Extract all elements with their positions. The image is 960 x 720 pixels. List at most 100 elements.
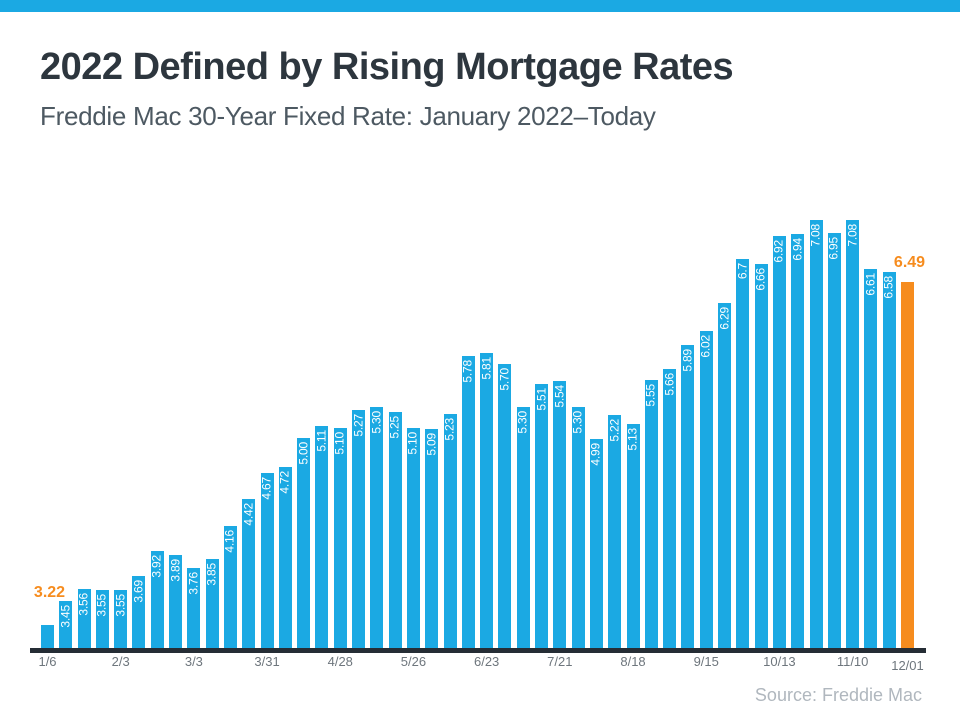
bar-current-week bbox=[901, 282, 914, 648]
bar: 5.23 bbox=[442, 414, 457, 648]
bar-value-label: 5.00 bbox=[296, 442, 311, 465]
bar: 3.56 bbox=[76, 589, 91, 648]
bar-value-label: 5.22 bbox=[607, 419, 622, 442]
top-accent-bar bbox=[0, 0, 960, 12]
bar: 5.11 bbox=[314, 426, 329, 648]
bar-value-label: 3.55 bbox=[94, 594, 109, 617]
source-credit: Source: Freddie Mac bbox=[754, 685, 922, 705]
bar: 5.55 bbox=[643, 380, 658, 648]
bar-value-label: 3.45 bbox=[58, 605, 73, 628]
bar: 4.16 bbox=[222, 526, 237, 648]
bar: 4.42 bbox=[241, 499, 256, 648]
bar: 5.27 bbox=[351, 410, 366, 648]
bar-value-label: 4.16 bbox=[222, 530, 237, 553]
x-axis-tick-label: 10/13 bbox=[763, 654, 796, 669]
bar-value-label: 6.66 bbox=[753, 268, 768, 291]
bar-value-label: 3.89 bbox=[168, 559, 183, 582]
bar: 6.95 bbox=[826, 233, 841, 648]
bar: 5.30 bbox=[515, 407, 530, 648]
bar-value-label: 5.51 bbox=[534, 388, 549, 411]
bar-value-label: 5.25 bbox=[387, 416, 402, 439]
bar: 3.55 bbox=[94, 590, 109, 648]
x-axis-tick-label: 3/31 bbox=[254, 654, 280, 669]
bar: 5.30 bbox=[571, 407, 585, 648]
bar-value-label: 5.10 bbox=[405, 432, 420, 455]
x-axis-tick-label: 8/18 bbox=[620, 654, 646, 669]
bar: 6.94 bbox=[790, 234, 805, 648]
bar: 5.00 bbox=[296, 438, 311, 648]
bar-value-label: 3.85 bbox=[204, 563, 219, 586]
bar-value-label: 6.02 bbox=[698, 335, 713, 358]
bar-value-label: 5.11 bbox=[314, 430, 329, 452]
bar-value-label: 5.81 bbox=[479, 357, 494, 380]
x-axis-tick-label: 1/6 bbox=[38, 654, 57, 669]
x-axis-tick-label: 11/10 bbox=[836, 654, 869, 669]
bar-value-label: 5.55 bbox=[643, 384, 658, 407]
bar: 5.54 bbox=[552, 381, 567, 648]
bar: 6.61 bbox=[863, 269, 878, 648]
bar-value-label: 5.89 bbox=[680, 349, 695, 372]
bar: 3.55 bbox=[113, 590, 128, 648]
bar-value-label: 4.99 bbox=[588, 443, 603, 466]
bar-value-label: 5.66 bbox=[662, 373, 677, 396]
x-axis-tick-label: 6/23 bbox=[473, 654, 500, 669]
bar: 3.92 bbox=[149, 551, 164, 648]
bar-value-label: 5.54 bbox=[552, 385, 567, 408]
x-axis-tick-label: 4/28 bbox=[327, 654, 353, 669]
bar-value-label: 6.29 bbox=[717, 307, 732, 330]
bar: 4.67 bbox=[260, 473, 274, 648]
x-axis-tick-label: 7/21 bbox=[547, 654, 573, 669]
bar-value-label: 3.56 bbox=[76, 593, 91, 616]
bar-value-label: 5.23 bbox=[442, 418, 457, 441]
bar-value-label: 6.94 bbox=[790, 238, 805, 261]
bar: 3.45 bbox=[58, 601, 73, 648]
x-axis-line bbox=[30, 648, 926, 653]
bar-value-label: 5.30 bbox=[515, 411, 530, 434]
chart-subtitle: Freddie Mac 30-Year Fixed Rate: January … bbox=[40, 101, 656, 131]
bar-value-label: 7.08 bbox=[808, 224, 823, 247]
bar: 3.76 bbox=[186, 568, 201, 648]
bar-value-label: 3.69 bbox=[131, 580, 146, 603]
bar bbox=[41, 625, 54, 648]
bar: 5.10 bbox=[332, 428, 347, 648]
bar-value-label: 5.78 bbox=[460, 360, 475, 383]
bar-value-label: 5.27 bbox=[351, 414, 366, 437]
bar-value-label: 5.09 bbox=[424, 433, 439, 456]
bar-value-label: 6.95 bbox=[826, 237, 841, 260]
bar: 5.10 bbox=[405, 428, 420, 648]
bar: 5.22 bbox=[607, 415, 622, 648]
first-rate-callout: 3.22 bbox=[33, 584, 66, 601]
bar: 4.99 bbox=[588, 439, 603, 648]
chart-title: 2022 Defined by Rising Mortgage Rates bbox=[40, 46, 734, 88]
bar: 5.66 bbox=[662, 369, 677, 648]
bar: 3.69 bbox=[131, 576, 146, 648]
bar: 5.51 bbox=[534, 384, 549, 648]
bar-value-label: 6.92 bbox=[771, 240, 786, 263]
bar: 6.29 bbox=[717, 303, 732, 648]
bar: 6.7 bbox=[735, 259, 750, 648]
x-axis-tick-label: 9/15 bbox=[693, 654, 719, 669]
bar-value-label: 3.92 bbox=[149, 555, 164, 578]
last-rate-callout: 6.49 bbox=[893, 254, 926, 271]
bar: 5.81 bbox=[479, 353, 494, 648]
bar-value-label: 3.76 bbox=[186, 572, 201, 595]
bar-value-label: 6.61 bbox=[863, 273, 878, 296]
bar: 5.78 bbox=[460, 356, 475, 648]
bar-value-label: 7.08 bbox=[845, 224, 860, 247]
bar-value-label: 5.30 bbox=[369, 411, 384, 434]
bar-value-label: 5.13 bbox=[625, 428, 640, 451]
bar: 5.70 bbox=[497, 364, 512, 648]
bar-value-label: 3.55 bbox=[113, 594, 128, 617]
bar-value-label: 5.70 bbox=[497, 368, 512, 391]
bar: 6.02 bbox=[698, 331, 713, 648]
bar: 5.13 bbox=[625, 424, 640, 648]
bar-value-label: 6.7 bbox=[735, 263, 750, 280]
x-axis-tick-label: 5/26 bbox=[400, 654, 427, 669]
bar-value-label: 6.58 bbox=[881, 276, 896, 299]
bar: 7.08 bbox=[845, 220, 860, 648]
bar-value-label: 5.10 bbox=[332, 432, 347, 455]
bar: 5.30 bbox=[369, 407, 384, 648]
x-axis-tick-label: 2/3 bbox=[111, 654, 130, 669]
bar-value-label: 4.42 bbox=[241, 503, 256, 526]
